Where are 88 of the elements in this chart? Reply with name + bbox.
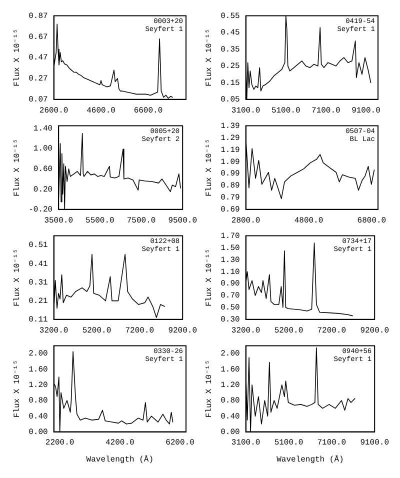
y-tick-label: 1.50 [220,244,240,253]
x-tick-label: 9100.0 [352,106,381,116]
y-tick-label: 1.60 [28,365,48,374]
y-tick-label: 0.30 [220,316,240,325]
x-tick-label: 2600.0 [39,106,68,116]
y-tick-label: 0.35 [220,45,240,54]
x-tick-label: 7200.0 [317,326,346,336]
y-tick-label: 0.41 [28,260,48,269]
x-tick-label: 6800.0 [357,216,386,226]
y-tick-label: 0.69 [220,206,240,215]
y-tick-label: 0.87 [28,12,48,21]
y-axis-title: Flux X 10⁻¹⁵ [204,28,214,86]
y-tick-label: 0.21 [28,296,48,306]
x-tick-label: 5100.0 [271,106,300,116]
y-axis-title: Flux X 10⁻¹⁵ [12,360,22,418]
y-axis-title: Flux X 10⁻¹⁵ [12,248,22,306]
y-tick-label: 1.09 [220,158,240,167]
y-axis-title: Flux X 10⁻¹⁵ [12,138,22,196]
y-tick-label: 2.00 [28,350,48,359]
y-tick-label: 0.31 [28,278,48,288]
x-tick-label: 5100.0 [274,438,304,448]
y-tick-label: 1.39 [220,122,240,131]
y-tick-label: 0.27 [28,74,48,84]
x-tick-label: 9200.0 [360,326,390,336]
x-tick-label: 3500.0 [44,216,74,226]
x-tick-label: 7500.0 [126,216,156,226]
x-tick-label: 2800.0 [231,216,260,226]
x-tick-label: 4200.0 [105,438,134,448]
y-tick-label: 0.67 [28,32,48,42]
y-tick-label: 0.40 [220,412,240,422]
y-tick-label: 1.40 [33,124,53,134]
y-tick-label: 0.90 [220,280,240,289]
x-tick-label: 3100.0 [231,106,260,116]
y-tick-label: 1.00 [33,144,53,154]
x-tick-label: 7100.0 [312,106,341,116]
x-tick-label: 6600.0 [134,106,163,116]
y-tick-label: 0.25 [220,62,240,72]
y-tick-label: 0.15 [220,78,240,88]
x-tick-label: 5200.0 [82,326,112,336]
x-axis-title: Wavelength (Å) [86,454,154,464]
x-tick-label: 9100.0 [360,438,390,448]
y-axis-title: Flux X 10⁻¹⁵ [204,248,214,306]
y-axis-title: Flux X 10⁻¹⁵ [12,28,22,86]
y-tick-label: 1.29 [220,134,240,143]
y-tick-label: 0.07 [28,96,48,105]
y-tick-label: 0.80 [220,396,240,406]
x-tick-label: 7100.0 [317,438,346,448]
y-tick-label: 0.51 [28,241,48,250]
x-tick-label: 9200.0 [168,326,198,336]
y-tick-label: 1.20 [220,381,240,390]
x-tick-label: 3100.0 [231,438,260,448]
y-tick-label: 0.60 [33,164,53,174]
x-tick-label: 4800.0 [294,216,324,226]
x-tick-label: 5200.0 [274,326,304,336]
y-tick-label: -0.20 [28,206,53,215]
x-tick-label: 6200.0 [166,438,195,448]
x-tick-label: 3200.0 [39,326,68,336]
y-tick-label: 1.70 [220,232,240,241]
y-tick-label: 0.40 [28,412,48,422]
y-tick-label: 0.70 [220,292,240,301]
y-tick-label: 0.55 [220,12,240,21]
x-axis-title: Wavelength (Å) [276,454,344,464]
y-tick-label: 1.10 [220,268,240,277]
x-tick-label: 2200.0 [45,438,74,448]
y-tick-label: 2.00 [220,350,240,359]
y-tick-label: 0.80 [28,396,48,406]
y-tick-label: 0.45 [220,28,240,38]
y-tick-label: 1.30 [220,256,240,265]
y-tick-label: 1.20 [28,381,48,390]
x-tick-label: 4600.0 [86,106,116,116]
x-tick-label: 3200.0 [231,326,260,336]
y-tick-label: 0.11 [28,316,48,325]
x-tick-label: 7200.0 [125,326,154,336]
x-tick-label: 9500.0 [168,216,198,226]
y-tick-label: 0.89 [220,182,240,191]
y-tick-label: 0.47 [28,54,48,63]
y-tick-label: 0.20 [33,185,53,194]
y-tick-label: 0.99 [220,170,240,179]
y-tick-label: 0.00 [28,428,48,437]
y-tick-label: 0.79 [220,194,240,203]
x-tick-label: 5500.0 [86,216,115,226]
y-tick-label: 1.60 [220,365,240,374]
y-axis-title: Flux X 10⁻¹⁵ [204,360,214,418]
y-tick-label: 0.50 [220,304,240,313]
y-tick-label: 0.00 [220,428,240,437]
y-tick-label: 0.05 [220,96,240,105]
y-tick-label: 1.19 [220,146,240,155]
y-axis-title: Flux X 10⁻¹⁵ [204,138,214,196]
